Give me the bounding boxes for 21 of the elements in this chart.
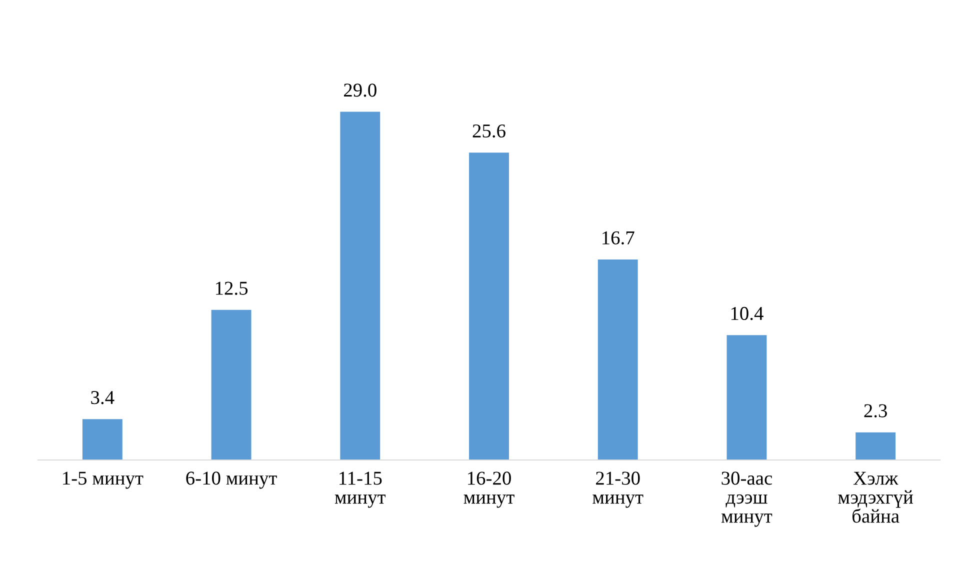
bar bbox=[469, 152, 509, 460]
data-label: 10.4 bbox=[731, 306, 764, 320]
bar bbox=[598, 259, 638, 460]
data-label: 16.7 bbox=[602, 231, 634, 244]
bar bbox=[211, 310, 252, 460]
bar bbox=[726, 335, 767, 460]
bar bbox=[82, 419, 122, 460]
x-tick-label: 16-20 минут bbox=[464, 472, 514, 508]
data-label: 29.0 bbox=[344, 84, 376, 97]
bar bbox=[340, 112, 380, 460]
bar bbox=[856, 432, 896, 460]
x-tick-label: Хэлж мэдэхгүй байна bbox=[838, 472, 913, 523]
x-tick-label: 6-10 минут bbox=[186, 472, 277, 489]
data-label: 25.6 bbox=[472, 124, 506, 138]
x-tick-label: 11-15 минут bbox=[334, 472, 386, 508]
data-label: 3.4 bbox=[91, 391, 114, 404]
x-tick-label: 30-аас дээш минут bbox=[721, 472, 772, 527]
x-tick-label: 1-5 минут bbox=[63, 472, 144, 489]
data-label: 2.3 bbox=[864, 404, 887, 418]
data-label: 12.5 bbox=[216, 282, 248, 295]
x-tick-label: 21-30 минут bbox=[592, 472, 644, 508]
